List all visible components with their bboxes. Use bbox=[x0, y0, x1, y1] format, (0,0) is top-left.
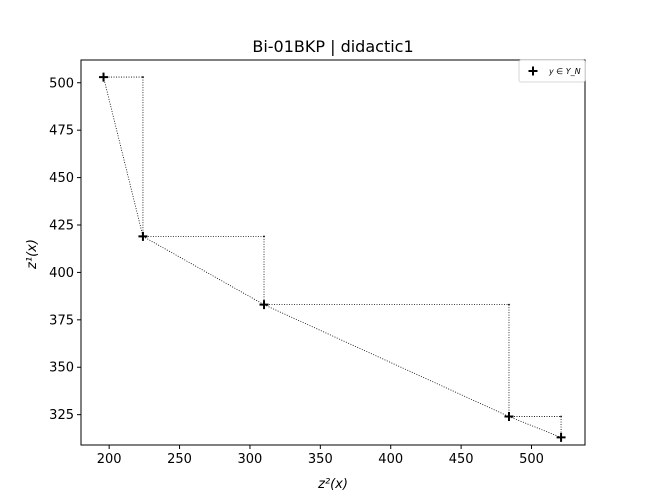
plot-frame bbox=[80, 59, 586, 446]
y-tick-label: 375 bbox=[49, 313, 74, 328]
staircase-corner-dot bbox=[508, 303, 510, 306]
legend-marker bbox=[528, 66, 538, 76]
x-tick-label: 300 bbox=[238, 452, 263, 467]
y-tick-label: 350 bbox=[49, 361, 74, 376]
legend-box bbox=[518, 59, 586, 83]
x-tick-label: 450 bbox=[449, 452, 474, 467]
staircase-corner-dot bbox=[142, 76, 144, 78]
x-tick-label: 400 bbox=[378, 452, 403, 467]
y-axis-title: z¹(x) bbox=[25, 239, 40, 270]
pareto-connector-line bbox=[142, 236, 265, 306]
legend: y ∈ Y_N bbox=[518, 59, 586, 83]
y-tick-label: 475 bbox=[49, 124, 74, 139]
y-tick-label: 325 bbox=[49, 408, 74, 423]
x-tick-label: 500 bbox=[519, 452, 544, 467]
data-point-marker bbox=[138, 231, 148, 241]
staircase-corner-dot bbox=[263, 235, 265, 238]
y-tick-label: 450 bbox=[49, 171, 74, 186]
staircase-corner-dot bbox=[560, 415, 562, 418]
x-tick-label: 200 bbox=[97, 452, 122, 467]
x-tick-label: 350 bbox=[308, 452, 333, 467]
x-tick-label: 250 bbox=[167, 452, 192, 467]
y-tick-label: 400 bbox=[49, 266, 74, 281]
data-point-marker bbox=[259, 300, 269, 310]
chart-title: Bi-01BKP | didactic1 bbox=[252, 37, 413, 56]
pareto-connector-line bbox=[508, 416, 562, 438]
x-axis-title: z²(x) bbox=[317, 477, 348, 492]
data-point-marker bbox=[99, 72, 109, 82]
data-point-marker bbox=[556, 432, 566, 442]
y-tick-label: 425 bbox=[49, 219, 74, 234]
legend-label: y ∈ Y_N bbox=[548, 67, 581, 76]
y-tick-label: 500 bbox=[49, 76, 74, 91]
data-point-marker bbox=[504, 412, 514, 422]
